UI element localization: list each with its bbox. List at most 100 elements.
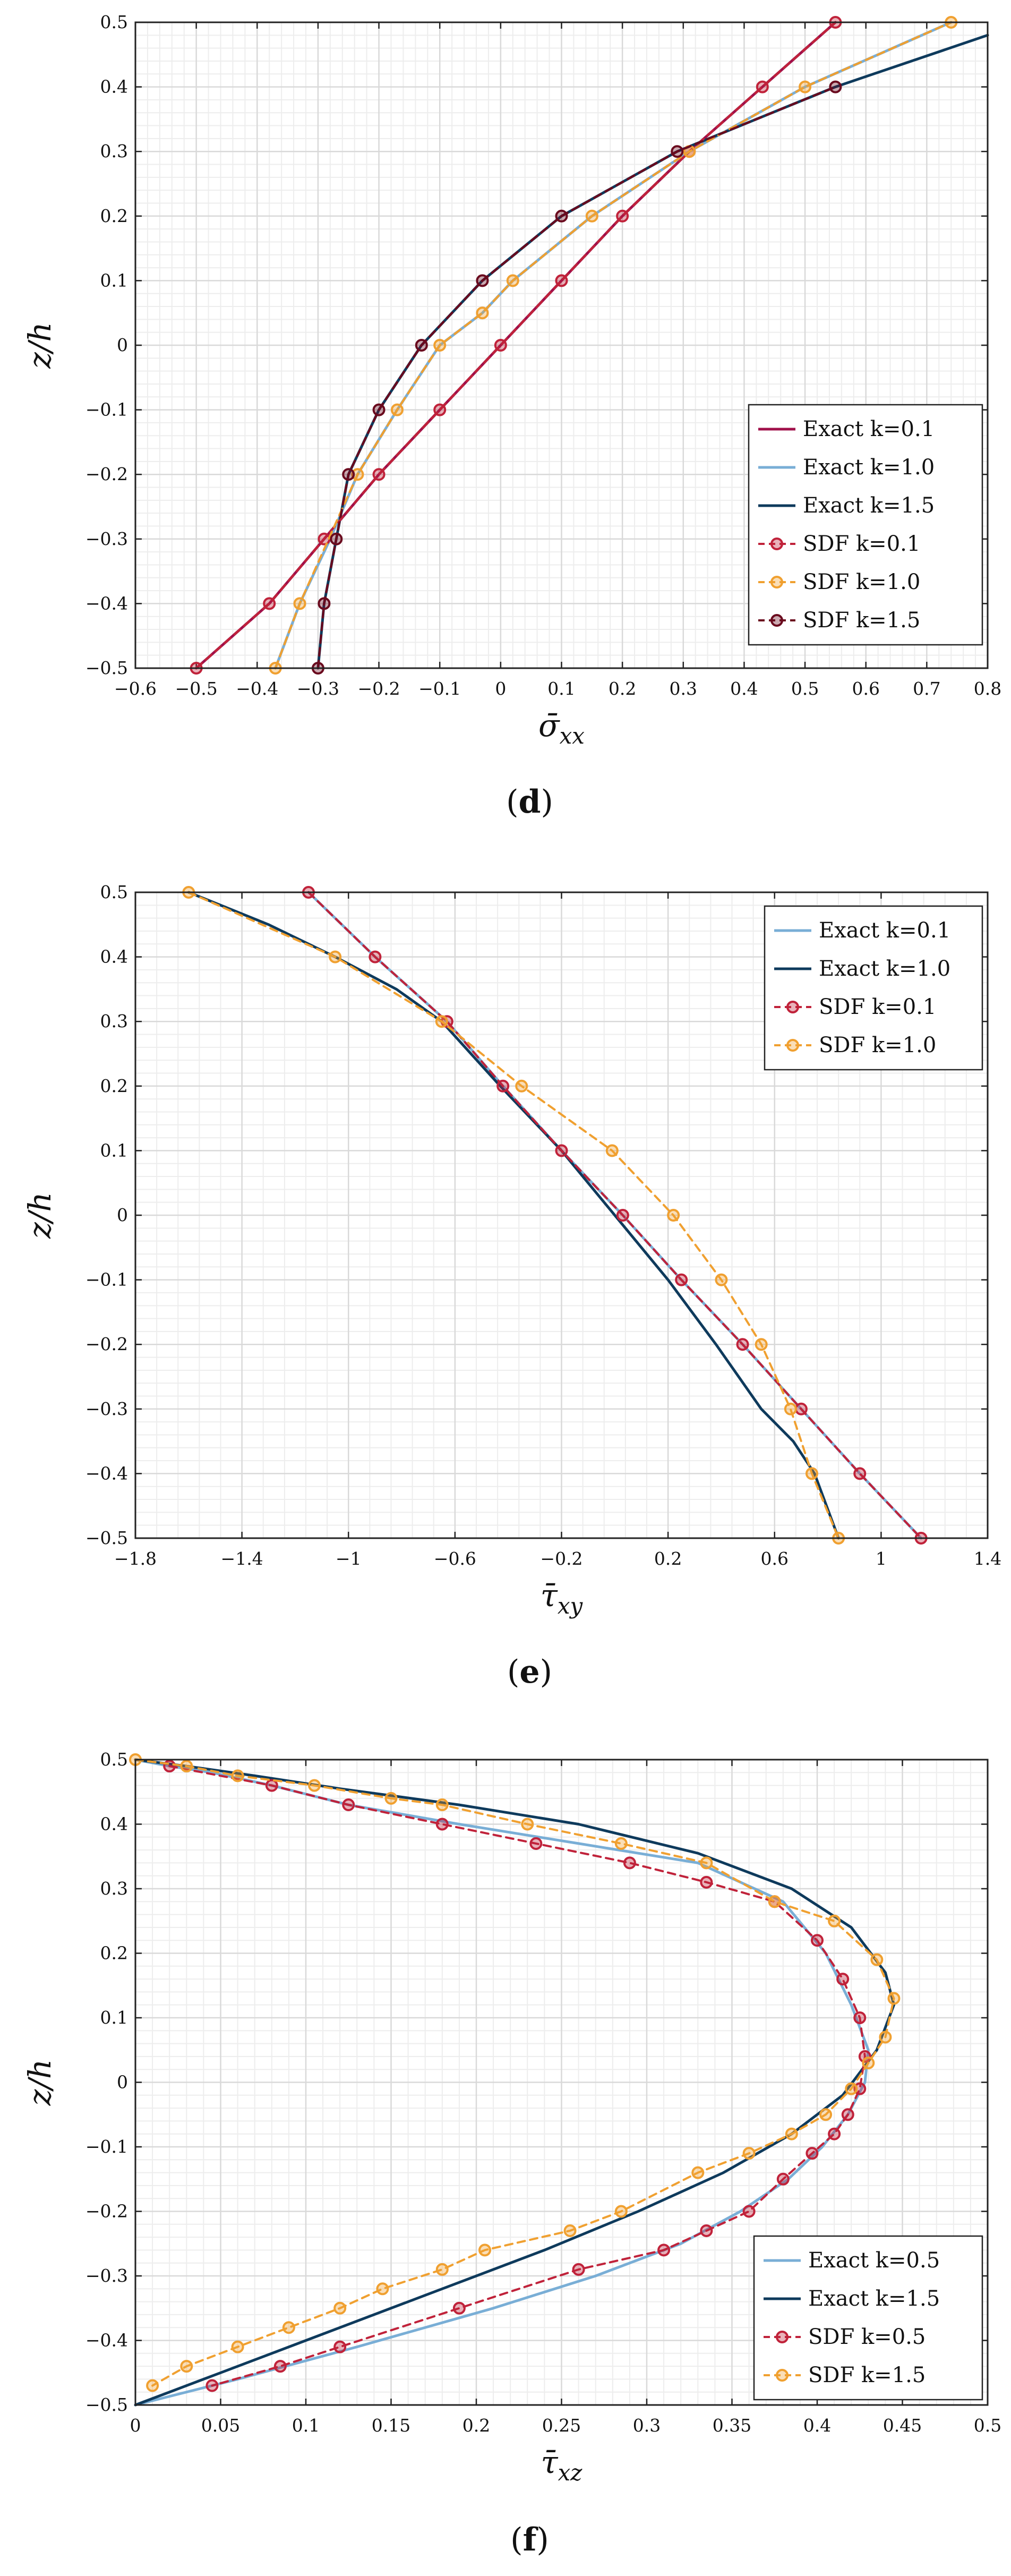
data-point-sdf-k-0-5 — [742, 2205, 756, 2218]
data-point-sdf-k-1-5 — [691, 2166, 705, 2179]
series-sdf-k-1-5 — [311, 80, 842, 675]
legend-label-sdf-k-0-5: SDF k=0.5 — [808, 2325, 926, 2349]
data-point-sdf-k-1-0 — [476, 306, 489, 320]
panel-label-open: ( — [507, 1653, 519, 1691]
x-tick-label: 0.05 — [201, 2415, 240, 2436]
data-point-sdf-k-1-0 — [585, 209, 598, 223]
legend-label-exact-k-1-0: Exact k=1.0 — [819, 957, 950, 981]
data-point-sdf-k-1-5 — [563, 2224, 577, 2237]
x-axis-label: τ̄xy — [541, 1577, 584, 1619]
x-tick-label: 0.5 — [974, 2415, 1001, 2436]
series-exact-k-1-5 — [134, 1758, 895, 2407]
panel-label-letter: d — [519, 783, 541, 821]
data-point-sdf-k-0-1 — [853, 1467, 867, 1480]
series-sdf-k-0-5 — [163, 1760, 871, 2392]
x-tick-label: 0.3 — [633, 2415, 661, 2436]
legend-marker-sdf-k-0-1 — [770, 538, 783, 550]
x-tick-label: 0.15 — [372, 2415, 410, 2436]
data-point-sdf-k-0-5 — [836, 1973, 850, 1986]
legend-marker-sdf-k-1-5 — [770, 614, 783, 627]
data-point-sdf-k-0-1 — [433, 403, 447, 416]
data-point-sdf-k-1-5 — [415, 339, 428, 352]
data-point-sdf-k-1-5 — [614, 1837, 628, 1850]
x-tick-label: −0.3 — [297, 678, 339, 699]
data-point-sdf-k-1-5 — [555, 209, 568, 223]
data-point-sdf-k-0-5 — [700, 2224, 713, 2237]
series-line-exact-k-1-5 — [134, 1758, 895, 2407]
x-axis-label-sub: xz — [558, 2460, 583, 2486]
x-tick-label: −0.6 — [114, 678, 157, 699]
x-tick-label: 1.4 — [974, 1548, 1001, 1569]
x-axis-label-sub: xy — [558, 1593, 584, 1619]
data-point-sdf-k-1-0 — [293, 597, 306, 610]
y-tick-label: −0.5 — [85, 1528, 128, 1548]
legend: Exact k=0.5 Exact k=1.5 SDF k=0.5 SDF k=1.5 — [753, 2235, 983, 2401]
data-point-sdf-k-0-5 — [853, 2011, 867, 2024]
data-point-sdf-k-1-5 — [231, 2340, 244, 2353]
data-point-sdf-k-1-5 — [372, 403, 385, 416]
y-tick-label: −0.2 — [85, 464, 128, 484]
data-point-sdf-k-1-5 — [785, 2127, 798, 2140]
data-point-sdf-k-1-5 — [614, 2205, 628, 2218]
y-tick-label: 0 — [117, 2072, 128, 2093]
data-point-sdf-k-1-0 — [799, 80, 812, 93]
data-point-sdf-k-1-5 — [700, 1856, 713, 1870]
y-tick-label: 0.4 — [100, 76, 128, 97]
data-point-sdf-k-0-5 — [342, 1798, 355, 1812]
data-point-sdf-k-0-5 — [657, 2244, 671, 2257]
legend: Exact k=0.1 Exact k=1.0 SDF k=0.1 SDF k=1.0 — [764, 905, 983, 1071]
data-point-sdf-k-1-0 — [805, 1467, 818, 1480]
y-tick-label: 0.1 — [100, 270, 128, 291]
data-point-sdf-k-1-5 — [333, 2301, 347, 2315]
data-point-sdf-k-0-5 — [853, 2082, 867, 2095]
x-tick-label: 0.35 — [713, 2415, 751, 2436]
legend-label-sdf-k-1-0: SDF k=1.0 — [803, 570, 920, 594]
legend-label-exact-k-0-1: Exact k=0.1 — [819, 918, 950, 943]
axes-frame — [134, 1759, 989, 2406]
y-tick-label: 0.1 — [100, 2007, 128, 2028]
data-point-sdf-k-1-5 — [742, 2147, 756, 2160]
data-point-sdf-k-0-1 — [616, 1209, 629, 1222]
data-point-sdf-k-1-5 — [282, 2321, 295, 2334]
y-tick-label: 0.1 — [100, 1140, 128, 1161]
data-point-sdf-k-1-0 — [433, 339, 447, 352]
x-tick-label: −0.1 — [418, 678, 461, 699]
data-point-sdf-k-1-5 — [342, 468, 355, 481]
y-tick-label: −0.2 — [85, 1334, 128, 1354]
data-point-sdf-k-0-5 — [841, 2108, 854, 2121]
data-point-sdf-k-0-1 — [496, 1079, 510, 1093]
y-tick-label: −0.3 — [85, 528, 128, 549]
data-point-sdf-k-0-1 — [555, 274, 568, 287]
series-line-sdf-k-1-5 — [316, 86, 837, 669]
legend-label-sdf-k-0-1: SDF k=0.1 — [819, 995, 936, 1019]
panel-label-open: ( — [510, 2521, 522, 2558]
y-tick-label: 0.2 — [100, 206, 128, 226]
data-point-sdf-k-0-5 — [333, 2340, 347, 2353]
y-tick-label: 0.2 — [100, 1076, 128, 1096]
data-point-sdf-k-0-5 — [205, 2379, 219, 2392]
legend-label-sdf-k-1-5: SDF k=1.5 — [803, 608, 920, 633]
x-tick-label: 0.2 — [609, 678, 636, 699]
y-axis-label: z/h — [22, 322, 58, 369]
data-point-sdf-k-1-5 — [862, 2057, 875, 2070]
x-axis-label-base: σ̄ — [538, 707, 560, 744]
legend-label-exact-k-0-1: Exact k=0.1 — [803, 417, 935, 441]
data-point-sdf-k-0-1 — [318, 532, 331, 545]
legend-marker-sdf-k-0-5 — [776, 2331, 789, 2343]
x-tick-label: 1 — [876, 1548, 887, 1569]
data-point-sdf-k-1-5 — [819, 2108, 833, 2121]
x-tick-label: 0 — [130, 2415, 141, 2436]
y-tick-label: −0.5 — [85, 2394, 128, 2415]
legend-label-exact-k-1-0: Exact k=1.0 — [803, 455, 935, 480]
x-tick-label: 0 — [495, 678, 506, 699]
data-point-sdf-k-1-5 — [308, 1779, 321, 1792]
data-point-sdf-k-0-1 — [736, 1338, 749, 1351]
data-point-sdf-k-1-5 — [180, 2360, 193, 2373]
series-line-sdf-k-0-5 — [168, 1765, 866, 2387]
panel-label-letter: f — [523, 2521, 539, 2558]
legend-box — [748, 404, 983, 646]
data-point-sdf-k-1-0 — [667, 1209, 680, 1222]
x-tick-label: −1 — [336, 1548, 362, 1569]
chart-e: −1.8 −1.4 −1 −0.6 −0.2 0.2 0.6 1 1.4 −0.5 −0.4 −0.3… — [22, 882, 1001, 1691]
